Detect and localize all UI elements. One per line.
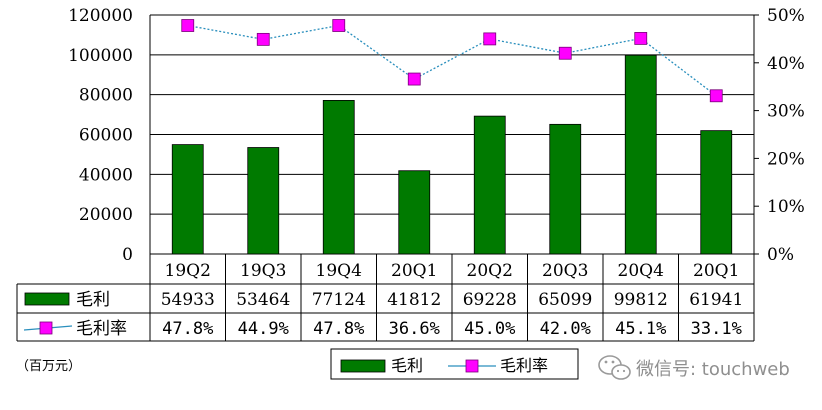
point-gross-margin	[181, 19, 195, 32]
watermark-text: 微信号: touchweb	[636, 359, 790, 380]
y-left-tick-label: 20000	[79, 205, 133, 225]
x-tick-label: 20Q1	[693, 261, 739, 281]
y-left-tick-label: 0	[122, 245, 133, 265]
table-cell-gross-profit: 53464	[236, 290, 290, 310]
table-cell-gross-profit: 41812	[387, 290, 441, 310]
row-header-gross-margin: 毛利率	[76, 319, 127, 339]
y-left-tick-label: 60000	[79, 126, 133, 146]
gridlines	[150, 14, 754, 255]
y-right-tick-label: 30%	[767, 102, 805, 122]
point-gross-margin	[483, 32, 497, 46]
table-cell-gross-profit: 69228	[463, 290, 517, 310]
table-cell-gross-profit: 77124	[312, 290, 366, 310]
bar-gross-profit	[247, 147, 280, 255]
bar-gross-profit	[700, 130, 733, 255]
y-right-tick-label: 10%	[767, 197, 805, 217]
table-cell-gross-margin: 45.1%	[615, 319, 666, 339]
bars	[171, 54, 733, 255]
legend-marker-swatch	[465, 359, 479, 373]
legend-label-gross-margin: 毛利率	[500, 356, 548, 375]
x-tick-label: 19Q4	[316, 261, 362, 281]
unit-note: （百万元）	[16, 359, 81, 374]
point-gross-margin	[407, 72, 421, 86]
y-left-tick-label: 40000	[79, 165, 133, 185]
table-cell-gross-margin: 42.0%	[540, 319, 591, 339]
table-cell-gross-margin: 44.9%	[238, 319, 289, 339]
bar-gross-profit	[398, 170, 431, 255]
bar-gross-profit	[549, 123, 582, 255]
x-tick-label: 20Q3	[542, 261, 588, 281]
table-cell-gross-profit: 54933	[161, 290, 215, 310]
row-header-gross-profit: 毛利	[76, 290, 110, 310]
table-cell-gross-profit: 99812	[614, 290, 668, 310]
wechat-icon	[598, 355, 631, 380]
legend: 毛利 毛利率	[330, 348, 579, 380]
point-gross-margin	[709, 89, 723, 103]
point-gross-margin	[256, 32, 270, 46]
row-header-marker-swatch	[39, 321, 53, 335]
y-axis-right: 0% 10% 20% 30% 40% 50%	[753, 6, 805, 265]
y-left-tick-label: 80000	[79, 86, 133, 106]
y-right-tick-label: 40%	[767, 54, 805, 74]
point-gross-margin	[332, 19, 346, 32]
bar-gross-profit	[171, 144, 204, 255]
table-cell-gross-profit: 65099	[538, 290, 592, 310]
table-cell-gross-margin: 36.6%	[389, 319, 440, 339]
x-tick-label: 20Q2	[467, 261, 513, 281]
y-axis-left: 0 20000 40000 60000 80000 100000 120000	[68, 6, 151, 265]
data-table: 19Q2 19Q3 19Q4 20Q1 20Q2 20Q3 20Q4 20Q1 54933 534…	[16, 254, 755, 342]
x-tick-label: 19Q2	[165, 261, 211, 281]
y-left-tick-label: 100000	[68, 46, 133, 66]
row-header-bar-swatch	[24, 292, 70, 306]
legend-bar-swatch	[340, 359, 386, 373]
table-cell-gross-profit: 61941	[689, 290, 743, 310]
y-left-tick-label: 120000	[68, 6, 133, 26]
watermark: 微信号: touchweb	[598, 355, 790, 380]
x-tick-label: 19Q3	[240, 261, 286, 281]
rate-line	[181, 19, 723, 103]
y-right-tick-label: 0%	[767, 245, 794, 265]
y-right-tick-label: 20%	[767, 149, 805, 169]
point-gross-margin	[558, 46, 572, 60]
table-cell-gross-margin: 33.1%	[691, 319, 742, 339]
x-tick-label: 20Q1	[391, 261, 437, 281]
table-cell-gross-margin: 47.8%	[162, 319, 213, 339]
bar-gross-profit	[624, 54, 657, 255]
bar-gross-profit	[322, 99, 355, 255]
x-tick-label: 20Q4	[618, 261, 664, 281]
y-right-tick-label: 50%	[767, 6, 805, 26]
line-gross-margin	[187, 24, 717, 97]
table-cell-gross-margin: 45.0%	[464, 319, 515, 339]
table-cell-gross-margin: 47.8%	[313, 319, 364, 339]
legend-label-gross-profit: 毛利	[391, 356, 423, 375]
bar-gross-profit	[473, 115, 506, 255]
point-gross-margin	[634, 32, 648, 45]
